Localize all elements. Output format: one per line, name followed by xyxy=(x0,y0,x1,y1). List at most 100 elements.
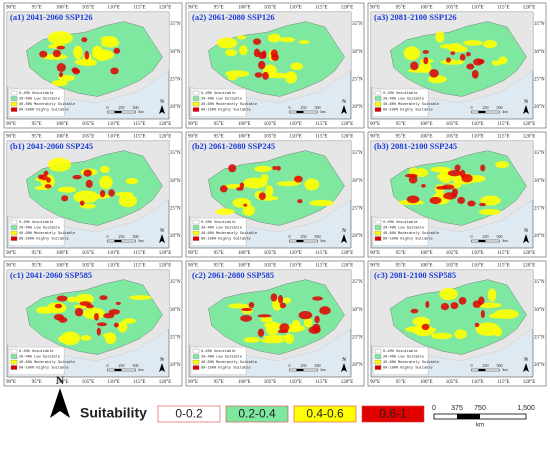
lon-label-top: 115°E xyxy=(315,6,327,11)
lat-label: 20°N xyxy=(534,234,545,239)
map-panel: 90°E 90°E 95°E 95°E 100°E 100°E 105°E 105°E 110°… xyxy=(3,131,183,258)
yellow-zone xyxy=(303,317,313,328)
yellow-zone xyxy=(454,329,467,340)
inset-legend-label: 60-100% Highly Suitable xyxy=(383,107,433,112)
red-zone xyxy=(253,38,262,45)
red-zone xyxy=(52,49,61,58)
red-zone xyxy=(53,313,64,321)
red-zone xyxy=(410,308,419,314)
yellow-zone xyxy=(100,165,110,173)
legend-swatch xyxy=(361,405,425,423)
red-zone xyxy=(450,51,456,56)
lon-label-bottom: 110°E xyxy=(107,122,119,127)
lon-label-bottom: 120°E xyxy=(159,122,172,127)
inset-swatch xyxy=(192,96,200,101)
north-arrow xyxy=(341,234,347,243)
lon-label-bottom: 95°E xyxy=(32,380,42,385)
inset-legend-box xyxy=(8,217,65,247)
red-zone xyxy=(115,301,121,305)
yellow-zone xyxy=(431,332,453,340)
lon-label-bottom: 100°E xyxy=(420,251,433,256)
red-zone xyxy=(472,300,482,308)
map-panel: 90°E 90°E 95°E 95°E 100°E 100°E 105°E 105°E 110°… xyxy=(367,260,547,387)
north-label: N xyxy=(524,358,528,363)
panel-title: (a3) 2081-2100 SSP126 xyxy=(374,12,457,22)
lat-label: 25°N xyxy=(534,77,545,82)
map-panel: 90°E 90°E 95°E 95°E 100°E 100°E 105°E 105°E 110°… xyxy=(185,260,365,387)
lon-label-bottom: 105°E xyxy=(264,380,277,385)
inset-swatch xyxy=(374,354,382,359)
yellow-zone xyxy=(290,62,304,71)
inset-scale-unit: km xyxy=(502,367,508,372)
red-zone xyxy=(425,300,430,308)
red-zone xyxy=(446,57,451,63)
lon-label-top: 105°E xyxy=(82,135,95,140)
lon-label-top: 100°E xyxy=(56,264,69,269)
lon-label-top: 90°E xyxy=(6,135,16,140)
inset-scale-label: 0 xyxy=(288,234,290,239)
yellow-zone xyxy=(125,177,139,185)
inset-scale-unit: km xyxy=(502,238,508,243)
red-zone xyxy=(410,61,419,71)
yellow-zone xyxy=(453,45,468,53)
scale-bar-fill xyxy=(114,111,122,113)
lon-label-top: 105°E xyxy=(264,264,277,269)
red-zone xyxy=(239,182,245,189)
red-zone xyxy=(466,63,475,70)
lon-label-bottom: 95°E xyxy=(396,380,406,385)
lon-label-top: 100°E xyxy=(56,6,69,11)
red-zone xyxy=(458,296,467,305)
lon-label-top: 115°E xyxy=(315,264,327,269)
north-label: N xyxy=(524,100,528,105)
lat-label: 35°N xyxy=(534,151,545,156)
lat-label: 35°N xyxy=(170,22,181,27)
red-zone xyxy=(248,302,255,309)
north-arrow xyxy=(341,105,347,114)
inset-swatch xyxy=(374,96,382,101)
inset-swatch xyxy=(10,359,18,365)
yellow-zone xyxy=(493,327,503,337)
legend-label: 0.2-0.4 xyxy=(238,407,276,421)
lon-label-top: 90°E xyxy=(370,264,380,269)
inset-legend-label: 60-100% Highly Suitable xyxy=(19,236,69,241)
inset-swatch xyxy=(374,236,382,241)
scale-bar-fill xyxy=(478,111,486,113)
yellow-zone xyxy=(79,203,96,209)
yellow-zone xyxy=(58,74,75,82)
inset-scale-label: 250 xyxy=(300,234,306,239)
red-zone xyxy=(474,322,480,328)
lon-label-top: 95°E xyxy=(396,6,406,11)
red-zone xyxy=(243,203,248,207)
yellow-zone xyxy=(405,326,427,333)
lon-label-bottom: 95°E xyxy=(396,122,406,127)
red-zone xyxy=(113,322,119,328)
lat-label: 30°N xyxy=(170,50,181,55)
yellow-zone xyxy=(264,185,274,197)
yellow-zone xyxy=(254,165,272,173)
lon-label-bottom: 95°E xyxy=(214,122,224,127)
lat-label: 25°N xyxy=(170,206,181,211)
inset-swatch xyxy=(374,101,382,107)
yellow-zone xyxy=(284,333,295,344)
lat-label: 20°N xyxy=(170,234,181,239)
lat-label: 35°N xyxy=(170,151,181,156)
yellow-zone xyxy=(80,334,92,341)
lon-label-bottom: 120°E xyxy=(523,380,536,385)
red-zone xyxy=(314,315,320,324)
red-zone xyxy=(429,196,442,205)
lon-label-top: 100°E xyxy=(420,135,433,140)
yellow-zone xyxy=(117,321,128,333)
yellow-zone xyxy=(73,45,83,60)
yellow-zone xyxy=(82,307,106,320)
lon-label-bottom: 100°E xyxy=(238,122,251,127)
inset-legend-label: 40-60% Moderately Suitable xyxy=(383,231,439,236)
red-zone xyxy=(240,314,253,322)
inset-scale-label: 0 xyxy=(106,363,108,368)
lon-label-bottom: 90°E xyxy=(370,380,380,385)
red-zone xyxy=(56,45,66,50)
inset-scale-label: 250 xyxy=(300,105,306,110)
lon-label-bottom: 120°E xyxy=(159,251,172,256)
legend-label: 0-0.2 xyxy=(175,407,203,421)
inset-legend-label: 20-40% Low Suitable xyxy=(201,354,242,359)
yellow-zone xyxy=(487,288,497,302)
